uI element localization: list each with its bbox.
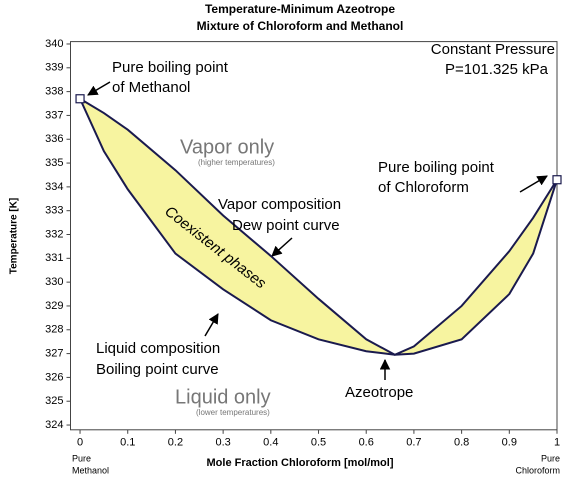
y-tick-label: 326 [45,371,63,383]
y-tick-label: 338 [45,86,63,98]
y-tick-label: 330 [45,276,63,288]
annotation: of Methanol [112,79,190,96]
y-tick-label: 329 [45,300,63,312]
y-tick-label: 325 [45,395,63,407]
arrow [87,81,111,96]
x-tick-label: 0.7 [406,437,421,449]
x-axis-label: Mole Fraction Chloroform [mol/mol] [207,457,394,469]
pure-point-marker [75,94,85,104]
arrow [271,237,293,257]
y-tick-label: 339 [45,62,63,74]
y-tick-label: 340 [45,38,63,50]
x-tick-label: 0.1 [120,437,135,449]
y-tick-label: 336 [45,133,63,145]
y-tick-label: 324 [45,419,63,431]
annotation: Boiling point curve [96,361,219,378]
x-end-label: Pure [72,453,91,463]
x-tick-label: 0.3 [215,437,230,449]
annotation: Vapor only [180,136,274,158]
plot-frame [70,41,558,431]
pure-point-marker [552,175,562,185]
y-tick-label: 335 [45,157,63,169]
annotation: Liquid only [175,386,271,408]
annotation: Constant Pressure [431,41,555,58]
y-tick-label: 337 [45,109,63,121]
y-tick-label: 333 [45,205,63,217]
arrow [519,175,548,193]
x-end-label: Pure [541,453,560,463]
x-tick-label: 0.5 [311,437,326,449]
y-tick-label: 334 [45,181,63,193]
curve [79,98,558,356]
x-tick-label: 0.8 [454,437,469,449]
curve [79,97,558,356]
annotation: Azeotrope [345,384,413,401]
annotation: (higher temperatures) [198,158,275,167]
annotation: P=101.325 kPa [445,61,549,78]
x-tick-label: 0.6 [359,437,374,449]
annotation: Pure boiling point [378,159,495,176]
x-tick-label: 1 [554,437,560,449]
x-tick-label: 0.9 [502,437,517,449]
annotation: (lower temperatures) [196,408,270,417]
annotation: Pure boiling point [112,59,229,76]
x-tick-label: 0 [77,437,83,449]
coexistence-region [80,98,557,355]
y-tick-label: 332 [45,228,63,240]
y-tick-label: 327 [45,347,63,359]
arrow [204,313,219,337]
x-tick-label: 0.2 [168,437,183,449]
x-tick-label: 0.4 [263,437,278,449]
x-end-label: Methanol [72,465,109,475]
annotation: Dew point curve [232,217,340,234]
y-axis-label: Temperature [K] [9,198,20,275]
arrows [87,81,548,380]
annotation: of Chloroform [378,179,469,196]
y-tick-label: 328 [45,324,63,336]
annotation: Liquid composition [96,340,220,357]
annotation: Vapor composition [218,196,341,213]
chart-title: Temperature-Minimum Azeotrope [205,2,395,16]
x-end-label: Chloroform [515,465,560,475]
chart-title: Mixture of Chloroform and Methanol [197,19,404,33]
y-tick-label: 331 [45,252,63,264]
